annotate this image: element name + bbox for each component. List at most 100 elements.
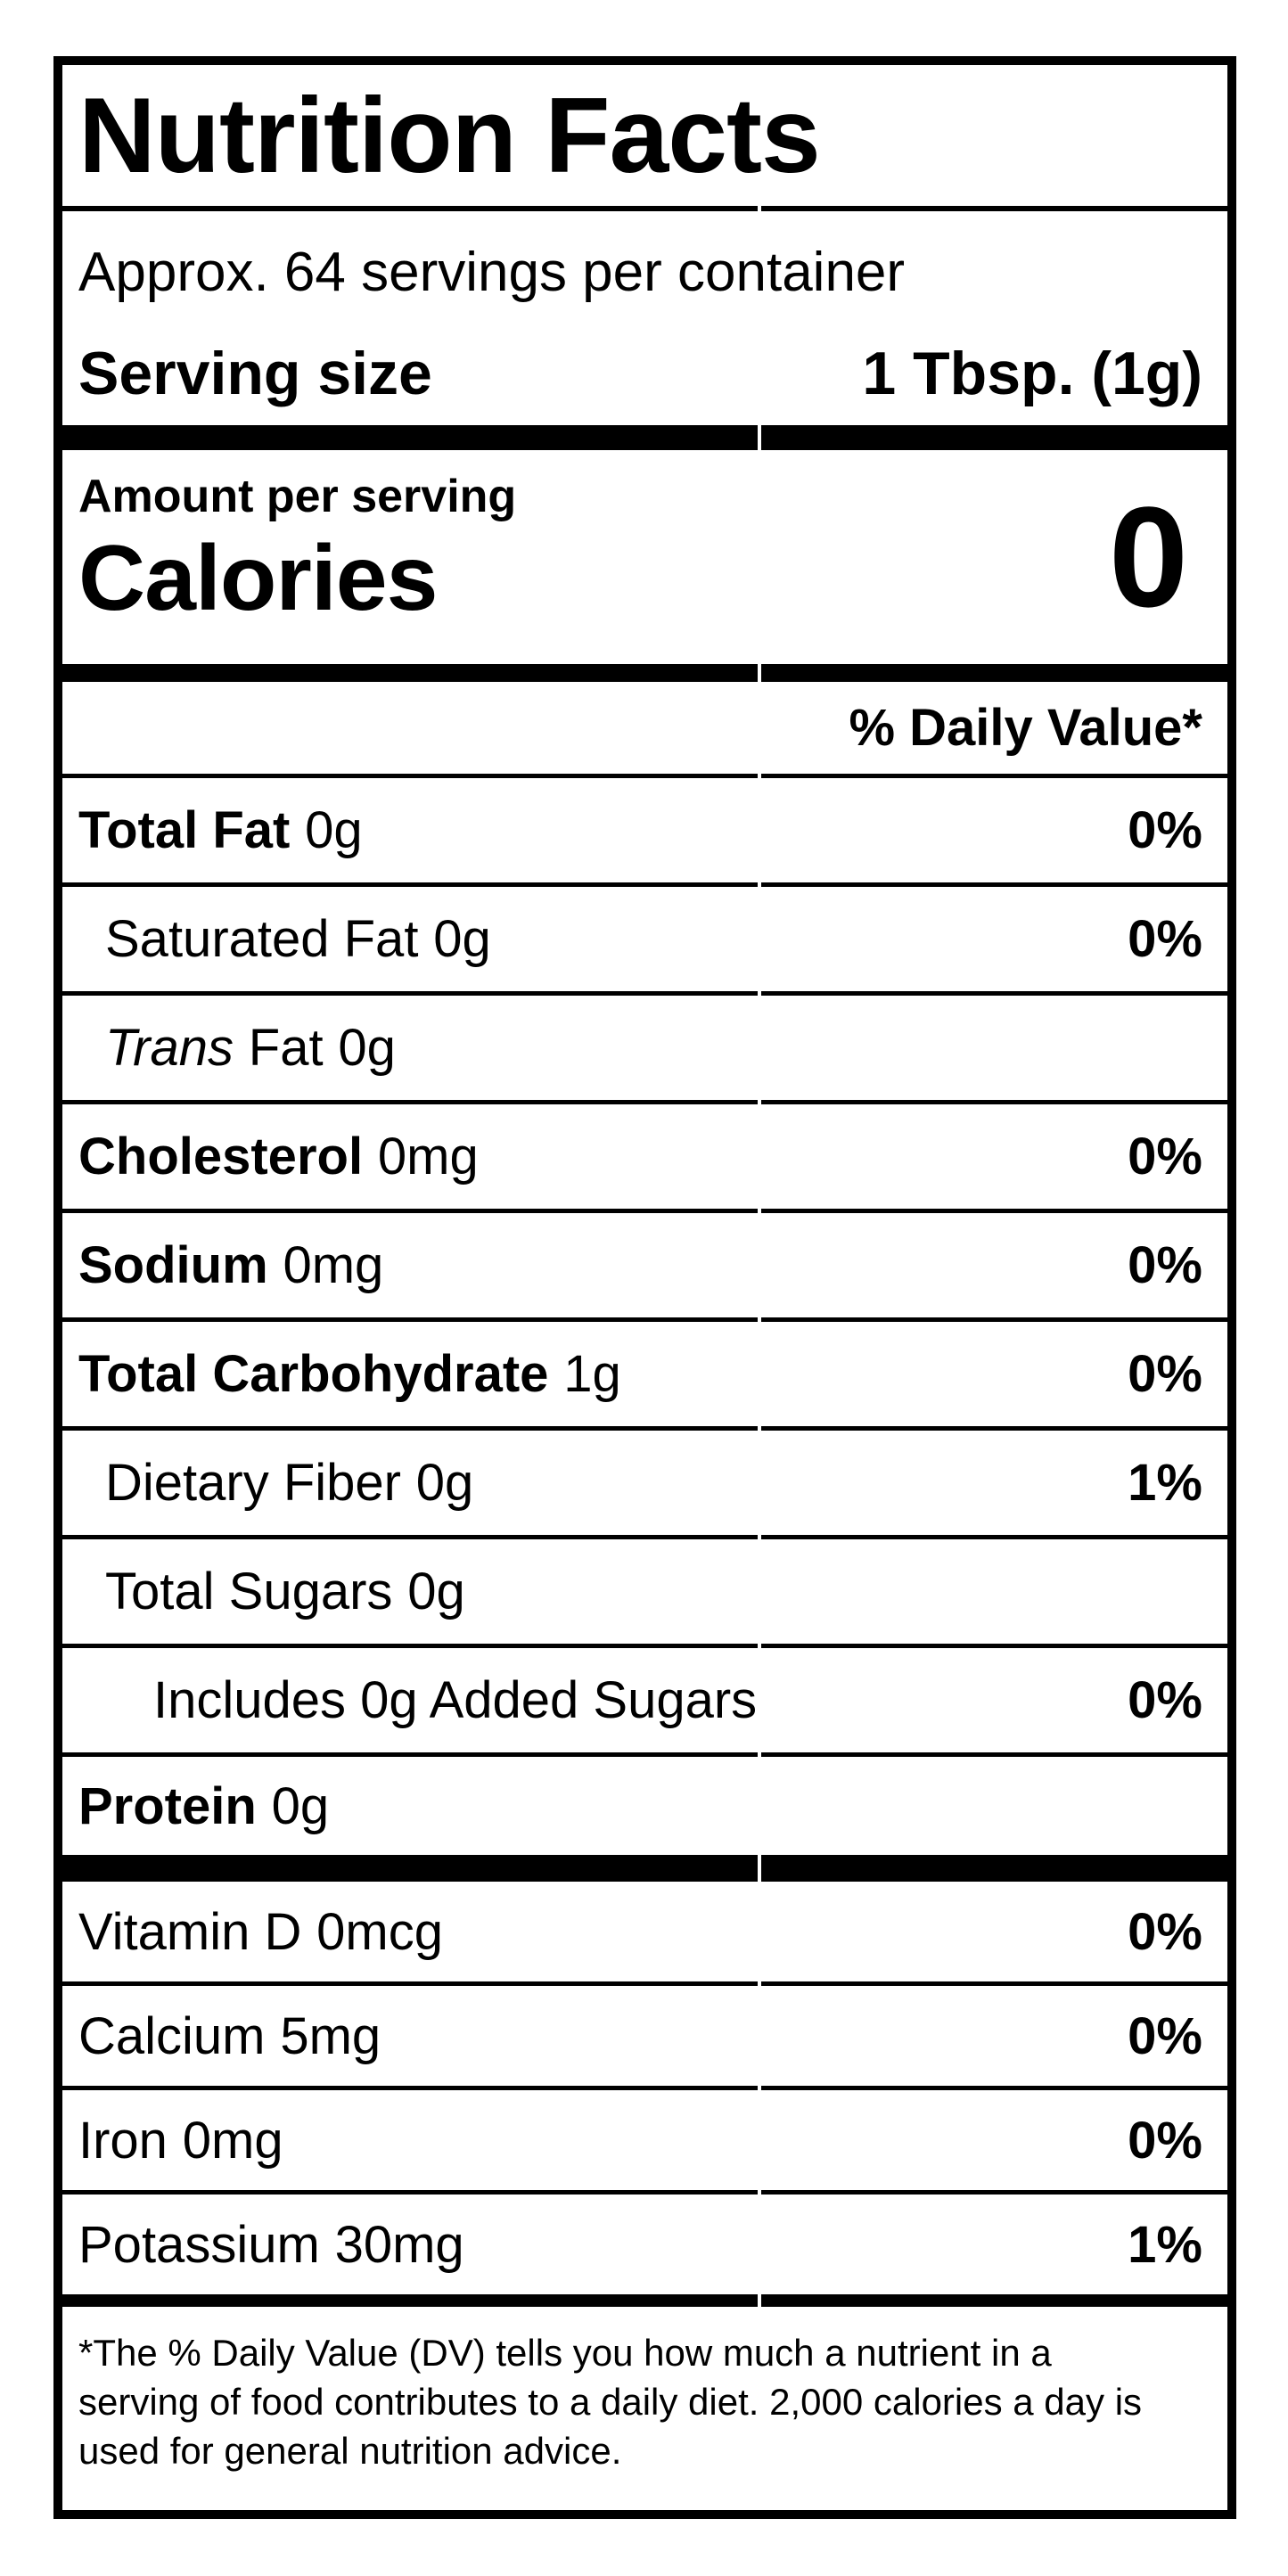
- nutrient-dv: [761, 1757, 1227, 1855]
- medium-bar: [62, 2294, 1227, 2307]
- nutrient-row-saturated-fat: Saturated Fat 0g 0%: [62, 887, 1227, 996]
- bar-segment: [62, 2294, 758, 2307]
- nutrient-amount: 0mg: [182, 2111, 283, 2170]
- bar-segment: [761, 664, 1227, 682]
- nutrient-dv: 0%: [761, 2090, 1227, 2195]
- nutrient-amount: 0g: [338, 1019, 396, 1077]
- nutrient-name: Protein: [78, 1776, 257, 1835]
- serving-size-label: Serving size: [78, 340, 432, 407]
- nutrient-name: Cholesterol: [78, 1128, 364, 1185]
- nutrient-amount: 0g: [271, 1776, 330, 1835]
- nutrient-cell: Total Fat 0g: [62, 778, 758, 887]
- bar-segment: [62, 664, 758, 682]
- medium-bar: [62, 664, 1227, 682]
- nutrient-row-iron: Iron 0mg 0%: [62, 2090, 1227, 2195]
- label-header: Nutrition Facts: [62, 65, 1227, 206]
- title-divider: [62, 206, 1227, 211]
- thick-bar: [62, 425, 1227, 450]
- nutrient-amount: 0mg: [283, 1236, 384, 1294]
- nutrient-amount: 5mg: [280, 2006, 381, 2065]
- amount-per-serving-label: Amount per serving: [78, 471, 517, 522]
- nutrient-amount: 0g: [433, 910, 491, 968]
- nutrient-amount: 1g: [563, 1345, 621, 1403]
- nutrient-row-total-carbohydrate: Total Carbohydrate 1g 0%: [62, 1322, 1227, 1431]
- label-title: Nutrition Facts: [78, 76, 821, 195]
- divider-segment: [62, 206, 758, 211]
- nutrient-amount: 0g: [407, 1563, 465, 1620]
- nutrient-dv: 0%: [761, 778, 1227, 887]
- nutrient-amount: 0g: [415, 1454, 474, 1512]
- nutrient-name: Fat: [248, 1019, 324, 1077]
- nutrient-cell: Sodium 0mg: [62, 1213, 758, 1322]
- serving-size-value: 1 Tbsp. (1g): [862, 340, 1202, 407]
- nutrient-name: Dietary Fiber: [105, 1454, 401, 1512]
- daily-value-header-spacer: [62, 682, 758, 778]
- nutrient-dv: 1%: [761, 1431, 1227, 1539]
- nutrient-amount: 0mcg: [316, 1902, 443, 1961]
- nutrient-cell: Iron 0mg: [62, 2090, 758, 2195]
- nutrition-facts-label: Nutrition Facts Approx. 64 servings per …: [53, 56, 1236, 2519]
- daily-value-header-row: % Daily Value*: [62, 682, 1227, 778]
- nutrient-cell: Potassium 30mg: [62, 2195, 758, 2294]
- calories-label: Calories: [78, 527, 438, 630]
- calories-value: 0: [1109, 477, 1188, 636]
- nutrient-name-italic: Trans: [105, 1019, 234, 1077]
- calories-section: Amount per serving Calories 0: [62, 450, 1227, 664]
- nutrient-name: Calcium: [78, 2006, 266, 2065]
- servings-per-container: Approx. 64 servings per container: [78, 242, 906, 303]
- nutrient-row-potassium: Potassium 30mg 1%: [62, 2195, 1227, 2294]
- nutrient-dv: 0%: [761, 1986, 1227, 2090]
- nutrient-cell: Protein 0g: [62, 1757, 758, 1855]
- nutrient-name: Vitamin D: [78, 1902, 302, 1961]
- nutrient-cell: Trans Fat 0g: [62, 996, 758, 1104]
- nutrient-name: Total Fat: [78, 801, 291, 859]
- bar-segment: [761, 425, 1227, 450]
- nutrient-name: Total Sugars: [105, 1563, 393, 1620]
- bar-segment: [761, 1855, 1227, 1882]
- nutrient-row-dietary-fiber: Dietary Fiber 0g 1%: [62, 1431, 1227, 1539]
- daily-value-footnote: *The % Daily Value (DV) tells you how mu…: [78, 2332, 1143, 2472]
- nutrient-dv: 0%: [761, 1882, 1227, 1986]
- nutrient-cell: Cholesterol 0mg: [62, 1104, 758, 1213]
- nutrient-dv: 0%: [761, 1104, 1227, 1213]
- serving-info: Approx. 64 servings per container Servin…: [62, 211, 1227, 425]
- bar-segment: [62, 425, 758, 450]
- nutrient-name: Iron: [78, 2111, 168, 2170]
- nutrient-row-total-fat: Total Fat 0g 0%: [62, 778, 1227, 887]
- nutrient-row-vitamin-d: Vitamin D 0mcg 0%: [62, 1882, 1227, 1986]
- nutrient-name: Potassium: [78, 2215, 320, 2274]
- daily-value-header: % Daily Value*: [761, 682, 1227, 778]
- nutrient-dv: 0%: [761, 1322, 1227, 1431]
- nutrient-amount: 0mg: [377, 1128, 479, 1185]
- nutrient-name: Total Carbohydrate: [78, 1345, 549, 1403]
- nutrient-dv: 0%: [761, 887, 1227, 996]
- bar-segment: [761, 2294, 1227, 2307]
- nutrient-row-total-sugars: Total Sugars 0g: [62, 1539, 1227, 1648]
- nutrient-dv: 0%: [761, 1648, 1227, 1757]
- nutrient-amount: 0g: [305, 801, 363, 859]
- nutrient-dv: 1%: [1128, 2215, 1202, 2274]
- nutrient-row-protein: Protein 0g: [62, 1757, 1227, 1855]
- nutrient-cell: Vitamin D 0mcg: [62, 1882, 758, 1986]
- nutrient-amount: 30mg: [334, 2215, 464, 2274]
- nutrient-dv: 0%: [761, 1213, 1227, 1322]
- nutrient-row-cholesterol: Cholesterol 0mg 0%: [62, 1104, 1227, 1213]
- nutrient-dv: [761, 1539, 1227, 1648]
- nutrient-cell: Dietary Fiber 0g: [62, 1431, 758, 1539]
- nutrient-row-trans-fat: Trans Fat 0g: [62, 996, 1227, 1104]
- nutrient-row-calcium: Calcium 5mg 0%: [62, 1986, 1227, 2090]
- nutrient-cell: Includes 0g Added Sugars: [62, 1648, 758, 1757]
- thick-bar: [62, 1855, 1227, 1882]
- bar-segment: [62, 1855, 758, 1882]
- nutrient-cell: Calcium 5mg: [62, 1986, 758, 2090]
- serving-size-row: Serving size 1 Tbsp. (1g): [78, 332, 1202, 414]
- calories-labels: Amount per serving Calories: [78, 450, 516, 632]
- nutrient-name: Sodium: [78, 1236, 268, 1294]
- divider-segment: [761, 206, 1227, 211]
- nutrient-cell: Saturated Fat 0g: [62, 887, 758, 996]
- nutrient-row-added-sugars: Includes 0g Added Sugars 0%: [62, 1648, 1227, 1757]
- nutrient-cell: Total Sugars 0g: [62, 1539, 758, 1648]
- nutrient-name: Saturated Fat: [105, 910, 419, 968]
- nutrient-dv: [761, 996, 1227, 1104]
- nutrient-row-sodium: Sodium 0mg 0%: [62, 1213, 1227, 1322]
